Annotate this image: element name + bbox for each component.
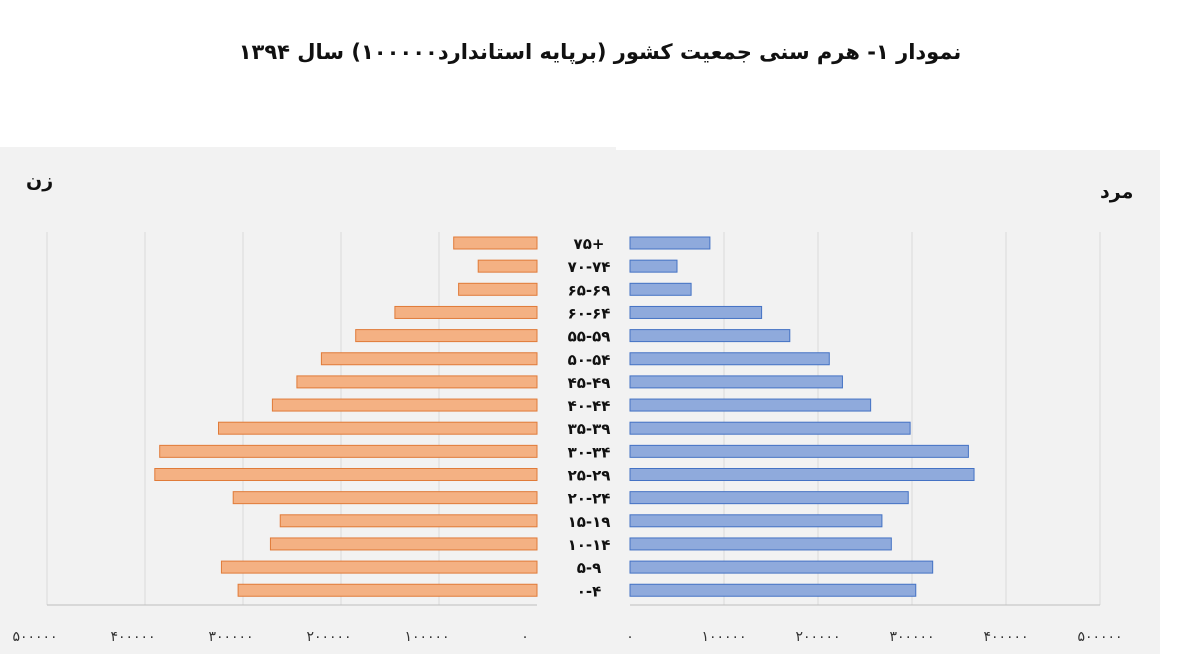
age-group-label: ۵-۹	[577, 559, 602, 577]
women-bar	[458, 282, 538, 296]
women-bar	[477, 259, 538, 273]
women-tick-label: ۳۰۰۰۰۰	[208, 629, 253, 645]
age-group-label: ۷۰-۷۴	[568, 258, 611, 276]
women-bar	[453, 236, 538, 250]
women-bar	[154, 468, 538, 481]
women-bar	[394, 305, 538, 319]
women-bar	[159, 444, 538, 458]
women-tick-label: ۵۰۰۰۰۰	[12, 629, 57, 645]
age-group-label: ۱۵-۱۹	[568, 513, 611, 531]
age-group-label: ۴۰-۴۴	[568, 397, 611, 415]
men-bar	[629, 236, 711, 250]
women-bar	[296, 375, 538, 389]
women-bar	[237, 583, 538, 597]
age-group-label: ۳۰-۳۴	[568, 443, 611, 461]
men-tick-label: ۲۰۰۰۰۰	[795, 629, 840, 645]
plot-area	[0, 147, 1160, 654]
men-bar	[629, 305, 763, 319]
age-group-label: ۰-۴	[577, 582, 602, 600]
men-bar	[629, 444, 969, 458]
age-group-label: ۳۵-۳۹	[568, 420, 611, 438]
men-bar	[629, 329, 791, 343]
women-tick-label: ۱۰۰۰۰۰	[404, 629, 449, 645]
men-bar	[629, 468, 975, 481]
age-group-label: ۷۵+	[574, 235, 605, 253]
men-bar	[629, 491, 909, 505]
women-bar	[271, 398, 538, 412]
women-side-label: زن	[26, 170, 54, 192]
women-tick-label: ۲۰۰۰۰۰	[306, 629, 351, 645]
women-bar	[220, 560, 538, 574]
age-group-label: ۲۵-۲۹	[568, 467, 611, 485]
men-bar	[629, 398, 872, 412]
women-bar	[320, 352, 538, 366]
women-bar	[218, 421, 538, 435]
men-tick-label: ۰	[626, 629, 634, 645]
age-group-label: ۴۵-۴۹	[568, 374, 611, 392]
women-bar	[355, 329, 538, 343]
men-bar	[629, 421, 911, 435]
women-bar	[279, 514, 538, 528]
men-bar	[629, 352, 830, 366]
men-tick-label: ۴۰۰۰۰۰	[983, 629, 1028, 645]
men-bar	[629, 259, 678, 273]
men-bar	[629, 537, 892, 551]
age-group-label: ۶۵-۶۹	[568, 281, 611, 299]
age-group-label: ۶۰-۶۴	[568, 304, 611, 322]
men-bar	[629, 375, 843, 389]
plot-area-gap	[616, 147, 1160, 150]
women-tick-label: ۴۰۰۰۰۰	[110, 629, 155, 645]
women-bar	[232, 491, 538, 505]
men-tick-label: ۵۰۰۰۰۰	[1077, 629, 1122, 645]
age-group-label: ۵۰-۵۴	[568, 351, 611, 369]
men-bar	[629, 514, 883, 528]
men-tick-label: ۳۰۰۰۰۰	[889, 629, 934, 645]
men-tick-label: ۱۰۰۰۰۰	[701, 629, 746, 645]
men-bar	[629, 282, 692, 296]
men-side-label: مرد	[1100, 181, 1134, 203]
age-group-label: ۲۰-۲۴	[568, 490, 611, 508]
men-bar	[629, 560, 934, 574]
age-group-label: ۱۰-۱۴	[568, 536, 611, 554]
women-bar	[269, 537, 538, 551]
age-group-label: ۵۵-۵۹	[568, 328, 611, 346]
women-tick-label: ۰	[521, 629, 529, 645]
men-bar	[629, 583, 917, 597]
chart-title: نمودار ۱- هرم سنی جمعیت کشور (برپایه است…	[238, 40, 962, 64]
